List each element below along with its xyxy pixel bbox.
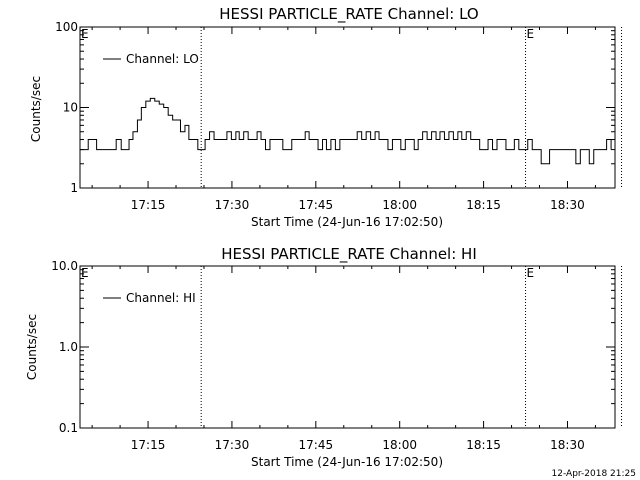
- x-tick-label: 17:30: [215, 198, 250, 212]
- lo-axis-marker: E: [81, 27, 89, 41]
- lo-x-axis: 17:15 17:30 17:45 18:00 18:15 18:30: [91, 27, 596, 212]
- x-tick-label: 18:15: [466, 438, 501, 452]
- lo-legend-label: Channel: LO: [126, 52, 199, 66]
- hi-y-axis: 0.1 1.0 10.0: [51, 259, 615, 435]
- y-tick-label: 100: [55, 20, 78, 34]
- lo-y-axis: 1 10 100: [55, 20, 615, 195]
- hi-chart-title: HESSI PARTICLE_RATE Channel: HI: [221, 245, 477, 264]
- hi-x-axis-label: Start Time (24-Jun-16 17:02:50): [251, 455, 443, 469]
- hi-y-axis-label: Counts/sec: [25, 314, 39, 380]
- lo-y-axis-label: Counts/sec: [29, 76, 43, 142]
- lo-event-markers: E: [200, 27, 623, 188]
- hi-channel-panel: HESSI PARTICLE_RATE Channel: HI 17:15 17:…: [25, 245, 623, 469]
- x-tick-label: 17:45: [299, 198, 334, 212]
- y-tick-label: 10.0: [51, 259, 78, 273]
- x-tick-label: 18:30: [550, 198, 585, 212]
- hi-axis-marker: E: [81, 266, 89, 280]
- event-marker-label: E: [527, 27, 535, 41]
- lo-data-line: [79, 97, 612, 165]
- event-marker-label: E: [527, 266, 535, 280]
- x-tick-label: 17:15: [131, 198, 166, 212]
- y-tick-label: 1: [70, 181, 78, 195]
- hi-legend-label: Channel: HI: [126, 291, 196, 305]
- x-tick-label: 17:15: [131, 438, 166, 452]
- y-tick-label: 1.0: [59, 340, 78, 354]
- timestamp: 12-Apr-2018 21:25: [552, 469, 636, 479]
- lo-chart-title: HESSI PARTICLE_RATE Channel: LO: [219, 5, 478, 24]
- hi-x-axis: 17:15 17:30 17:45 18:00 18:15 18:30: [91, 266, 596, 452]
- y-tick-label: 10: [63, 101, 78, 115]
- x-tick-label: 17:45: [299, 438, 334, 452]
- x-tick-label: 18:30: [550, 438, 585, 452]
- lo-x-axis-label: Start Time (24-Jun-16 17:02:50): [251, 215, 443, 229]
- hi-event-markers: E: [200, 266, 623, 428]
- x-tick-label: 18:00: [382, 198, 417, 212]
- x-tick-label: 17:30: [215, 438, 250, 452]
- lo-channel-panel: HESSI PARTICLE_RATE Channel: LO 17:15 17:…: [29, 5, 623, 229]
- y-tick-label: 0.1: [59, 421, 78, 435]
- x-tick-label: 18:00: [382, 438, 417, 452]
- x-tick-label: 18:15: [466, 198, 501, 212]
